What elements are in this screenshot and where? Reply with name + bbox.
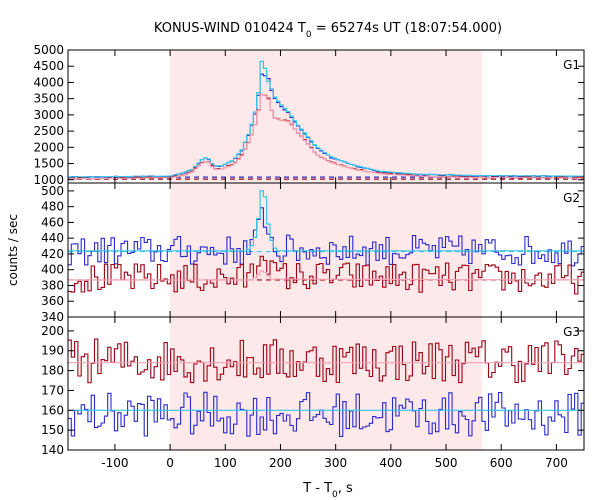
series-line-g2-0 <box>68 207 584 267</box>
y-tick-label: 460 <box>41 215 64 229</box>
panel-frame <box>67 316 585 451</box>
y-tick-label: 440 <box>41 231 64 245</box>
panel-name: G2 <box>563 191 580 205</box>
y-tick-label: 190 <box>41 344 64 358</box>
y-tick-label: 380 <box>41 278 64 292</box>
panel-name: G1 <box>563 58 580 72</box>
y-tick-label: 140 <box>41 443 64 457</box>
x-tick-label: 600 <box>490 456 513 470</box>
panel-data <box>68 338 584 437</box>
x-tick-label: 500 <box>435 456 458 470</box>
y-tick-label: 160 <box>41 403 64 417</box>
y-tick-label: 170 <box>41 383 64 397</box>
y-tick-label: 150 <box>41 423 64 437</box>
x-tick-label: 100 <box>214 456 237 470</box>
x-tick-label: 0 <box>166 456 174 470</box>
y-tick-label: 340 <box>41 310 64 324</box>
y-tick-label: 500 <box>41 184 64 198</box>
y-tick-label: 400 <box>41 263 64 277</box>
y-axis-label: counts / sec <box>6 214 20 286</box>
x-tick-label: 400 <box>379 456 402 470</box>
y-tick-label: 360 <box>41 294 64 308</box>
series-line-g2-2 <box>68 255 584 295</box>
series-line-g3-0 <box>68 338 584 384</box>
y-tick-label: 420 <box>41 247 64 261</box>
plot-area: 100015002000250030003500400045005000G134… <box>33 43 585 470</box>
y-tick-label: 180 <box>41 364 64 378</box>
y-tick-label: 1000 <box>33 173 64 187</box>
series-line-g1-3 <box>68 94 584 180</box>
panel-g1: 1000 1500 2000 2500 3000 3500 4000 4500 5000 G1 <box>33 43 585 187</box>
series-line-g2-1 <box>68 190 584 252</box>
panel-name: G3 <box>563 325 580 339</box>
panel-data <box>68 190 584 295</box>
shaded-interval <box>170 50 482 183</box>
panel-g3: 140 150 160 170 180 190 200 -100 0 100 200 300 400 50… <box>41 316 585 470</box>
shaded-interval <box>170 183 482 317</box>
y-tick-label: 5000 <box>33 43 64 57</box>
series-line-g1-1 <box>68 60 584 178</box>
x-tick-label: 300 <box>324 456 347 470</box>
shaded-interval <box>170 317 482 450</box>
x-tick-label: -100 <box>101 456 128 470</box>
panel-data <box>68 60 584 180</box>
y-tick-label: 1500 <box>33 157 64 171</box>
y-tick-label: 2500 <box>33 124 64 138</box>
y-tick-label: 4500 <box>33 59 64 73</box>
series-line-g3-2 <box>68 391 584 437</box>
x-axis-label: T - T0, s <box>302 481 353 500</box>
x-tick-label: 200 <box>269 456 292 470</box>
series-line-g2-3 <box>68 270 584 281</box>
y-tick-label: 200 <box>41 324 64 338</box>
y-tick-label: 3000 <box>33 108 64 122</box>
y-tick-label: 480 <box>41 200 64 214</box>
y-tick-label: 2000 <box>33 140 64 154</box>
chart-title: KONUS-WIND 010424 T0 = 65274s UT (18:07:… <box>154 21 502 40</box>
y-tick-label: 4000 <box>33 75 64 89</box>
x-tick-label: 700 <box>545 456 568 470</box>
y-tick-label: 3500 <box>33 92 64 106</box>
